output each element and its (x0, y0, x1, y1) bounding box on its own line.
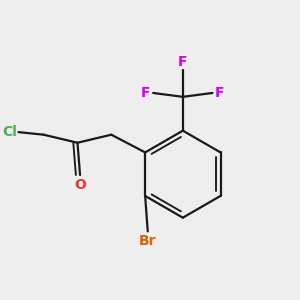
Text: Br: Br (139, 234, 157, 248)
Text: Cl: Cl (2, 125, 17, 139)
Text: F: F (215, 86, 225, 100)
Text: F: F (141, 86, 151, 100)
Text: F: F (178, 56, 188, 69)
Text: O: O (74, 178, 86, 192)
